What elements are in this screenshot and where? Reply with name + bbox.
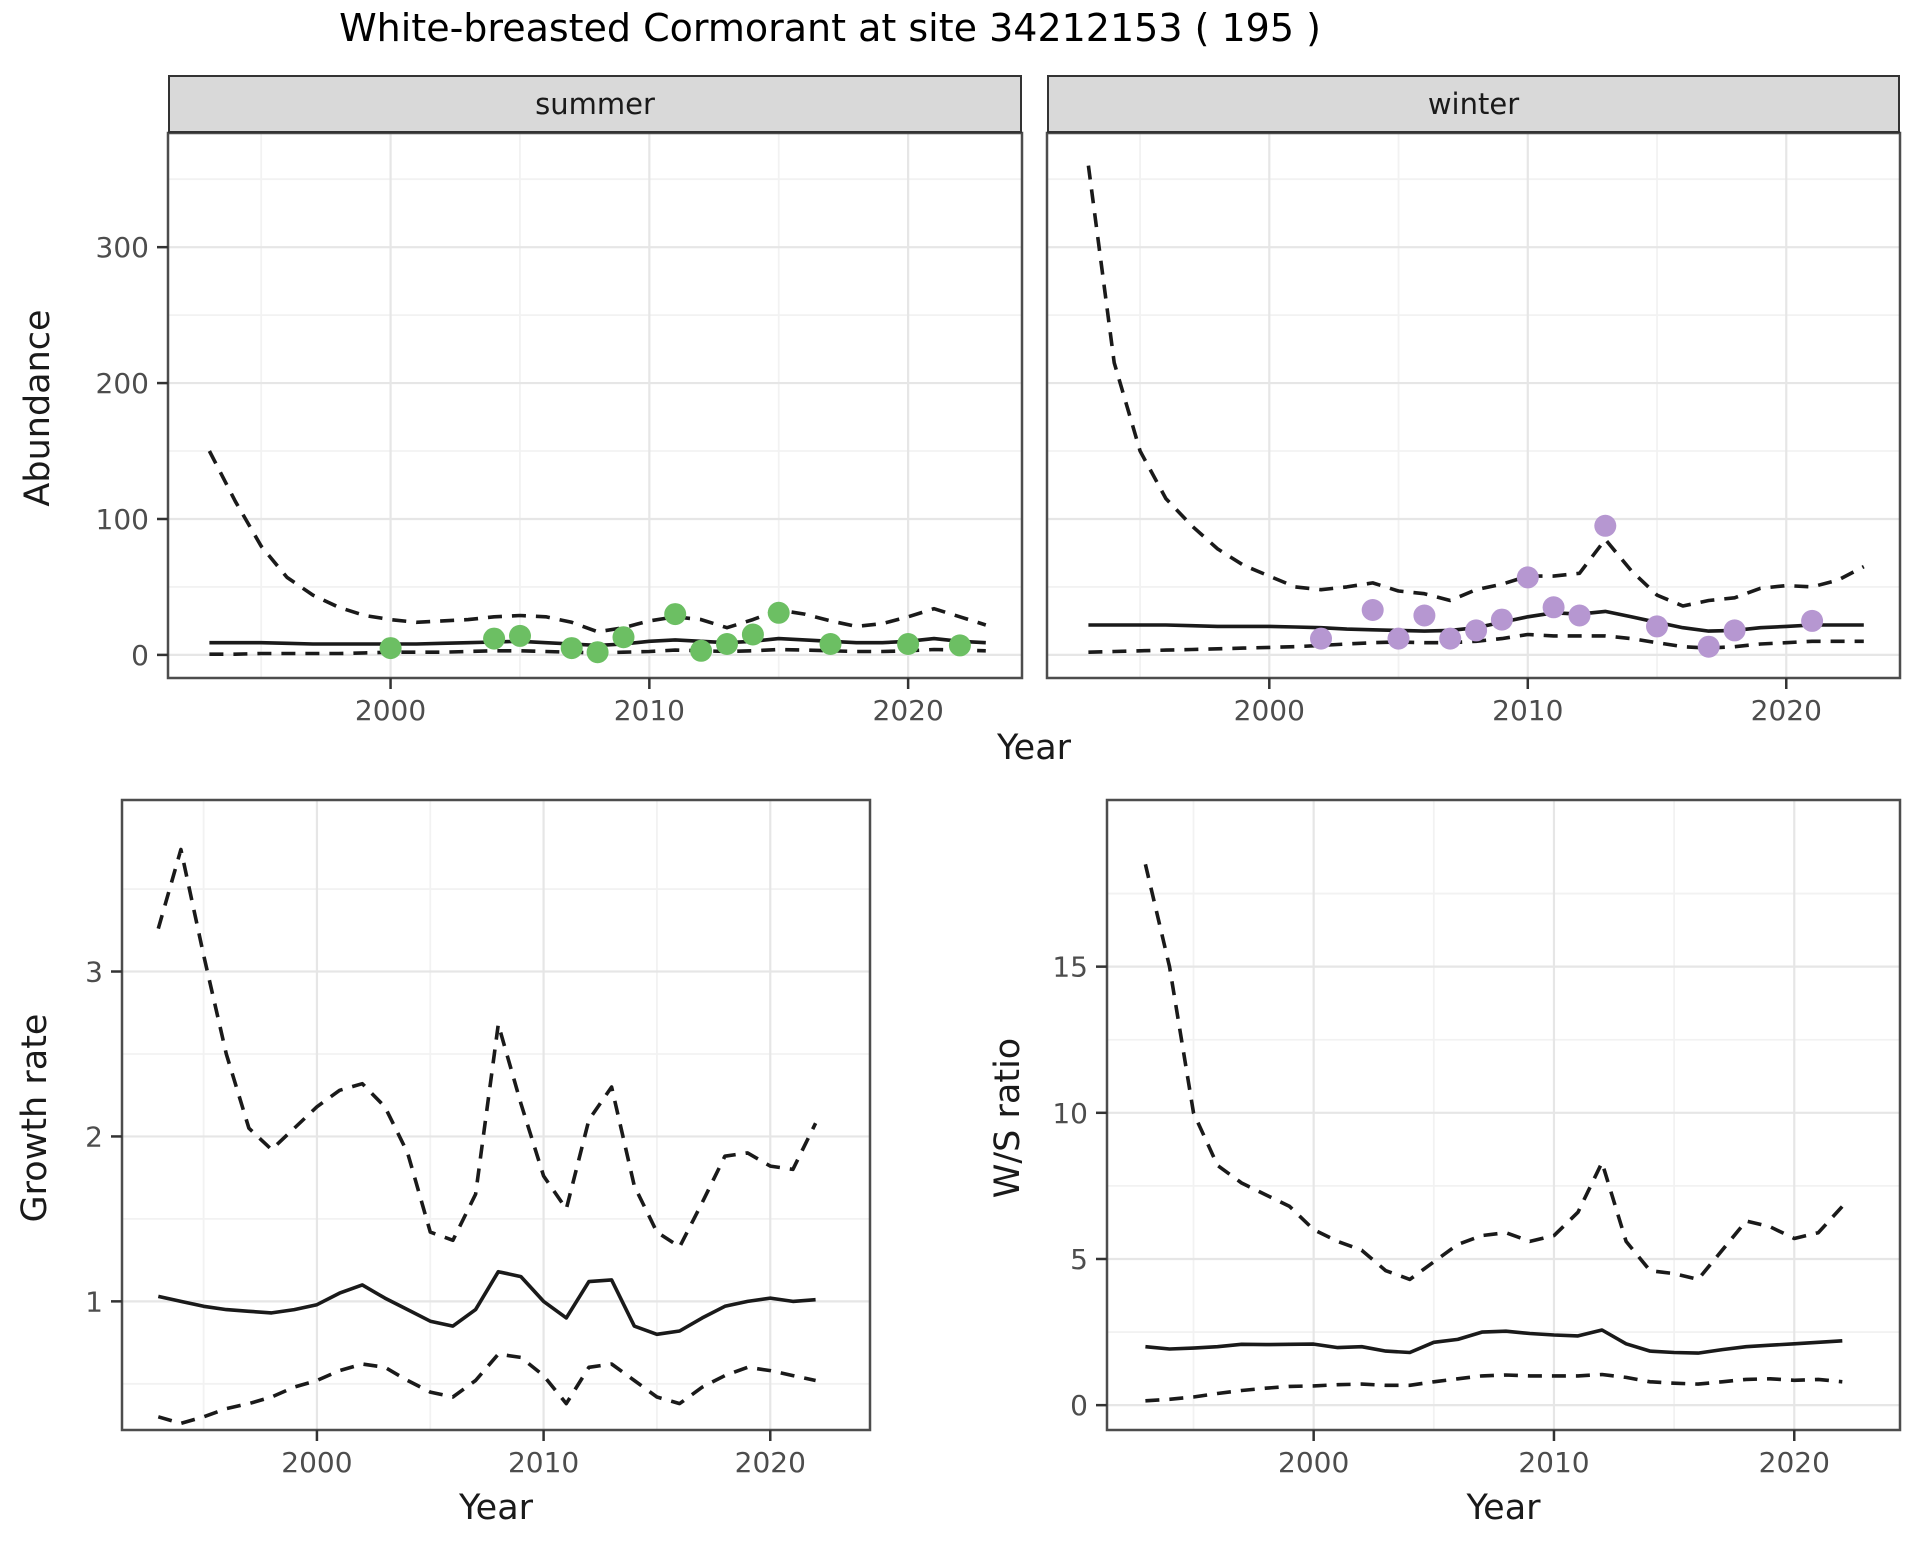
data-point (1646, 615, 1668, 638)
data-point (1697, 635, 1720, 658)
data-point (1723, 619, 1746, 642)
gridlines (1047, 133, 1900, 678)
x-tick-label: 2010 (1518, 1446, 1589, 1479)
panel-border (120, 798, 872, 1432)
panel-abundance-winter: 2000 2010 2020 (1045, 131, 1902, 727)
x-tick-label: 2000 (1278, 1446, 1349, 1479)
panel-growth-rate: 2000 2010 2020 1 2 3 (85, 798, 872, 1479)
x-tick-label: 2010 (1492, 694, 1563, 727)
x-tick-label: 2020 (873, 694, 944, 727)
data-point (690, 639, 713, 662)
data-point (1568, 604, 1591, 627)
series-median (157, 1269, 816, 1337)
data-point (897, 633, 920, 655)
data-point (819, 633, 842, 655)
y-tick-label: 0 (1070, 1389, 1088, 1422)
growth-rate-axis-label: Growth rate (15, 1013, 55, 1223)
series-group (207, 450, 987, 664)
y-tick-label: 15 (1052, 951, 1088, 984)
axis-ticks: 2000 2010 2020 1 2 3 (85, 956, 806, 1479)
series-lower_ci (1145, 1372, 1843, 1403)
gridlines (168, 133, 1022, 678)
series-upper_ci (1086, 165, 1865, 608)
data-point (1594, 514, 1617, 537)
data-point (1801, 609, 1824, 632)
x-tick-label: 2020 (1759, 1446, 1830, 1479)
y-tick-label: 100 (96, 503, 149, 536)
x-tick-label: 2010 (614, 694, 685, 727)
year-axis-label-bottom-left: Year (458, 1488, 534, 1528)
data-point (1465, 619, 1488, 642)
panel-border (166, 131, 1024, 680)
axis-ticks: 2000 2010 2020 (1234, 678, 1822, 727)
series-group (1086, 165, 1865, 658)
y-tick-label: 200 (96, 367, 149, 400)
data-point (741, 623, 764, 646)
facet-label-winter: winter (1427, 87, 1520, 121)
data-point (586, 641, 609, 664)
data-point (379, 637, 402, 660)
gridlines (122, 800, 870, 1430)
abundance-axis-label: Abundance (18, 309, 58, 507)
data-point (1361, 599, 1384, 621)
series-upper_ci (1143, 863, 1844, 1282)
series-lower_ci (157, 1352, 816, 1426)
x-tick-label: 2000 (355, 694, 426, 727)
axis-ticks: 2000 2010 2020 0 100 200 300 (96, 231, 944, 727)
series-group (1143, 863, 1844, 1403)
y-tick-label: 300 (96, 231, 149, 264)
data-point (560, 637, 583, 660)
data-point (612, 626, 635, 649)
data-point (1413, 604, 1436, 627)
year-axis-label-bottom-right: Year (1466, 1488, 1541, 1528)
series-group (156, 847, 818, 1426)
data-point (1542, 596, 1565, 619)
data-point (1439, 627, 1462, 650)
data-point (1490, 608, 1513, 631)
year-axis-label-top: Year (996, 728, 1072, 768)
data-point (664, 603, 687, 626)
data-point (1387, 627, 1410, 650)
facet-strip-summer: summer (168, 75, 1022, 133)
facet-label-summer: summer (535, 87, 655, 121)
y-tick-label: 3 (85, 956, 103, 989)
facet-strip-winter: winter (1047, 75, 1900, 133)
axis-ticks: 2000 2010 2020 0 5 10 15 (1052, 951, 1830, 1479)
y-tick-label: 0 (131, 639, 149, 672)
x-tick-label: 2000 (281, 1446, 352, 1479)
panel-abundance-summer: 2000 2010 2020 0 100 200 300 (96, 131, 1024, 727)
ws-ratio-axis-label: W/S ratio (988, 1037, 1028, 1199)
y-tick-label: 5 (1070, 1243, 1088, 1276)
panel-border (1045, 131, 1902, 680)
gridlines (1107, 800, 1900, 1430)
y-tick-label: 2 (85, 1120, 103, 1153)
data-point (509, 624, 531, 647)
data-point (767, 601, 790, 624)
panel-border (1105, 798, 1902, 1432)
data-point (483, 627, 506, 650)
series-median (1145, 1328, 1843, 1355)
data-point (948, 634, 971, 657)
x-tick-label: 2010 (508, 1446, 579, 1479)
data-point (1310, 627, 1332, 650)
y-tick-label: 10 (1052, 1097, 1088, 1130)
data-point (716, 633, 738, 655)
data-point (1516, 566, 1539, 589)
chart-title: White-breasted Cormorant at site 3421215… (339, 6, 1321, 50)
x-tick-label: 2020 (735, 1446, 806, 1479)
x-tick-label: 2020 (1751, 694, 1822, 727)
series-upper_ci (156, 847, 818, 1249)
y-tick-label: 1 (85, 1285, 103, 1318)
series-upper_ci (207, 450, 987, 634)
panel-ws-ratio: 2000 2010 2020 0 5 10 15 (1052, 798, 1902, 1479)
x-tick-label: 2000 (1234, 694, 1305, 727)
